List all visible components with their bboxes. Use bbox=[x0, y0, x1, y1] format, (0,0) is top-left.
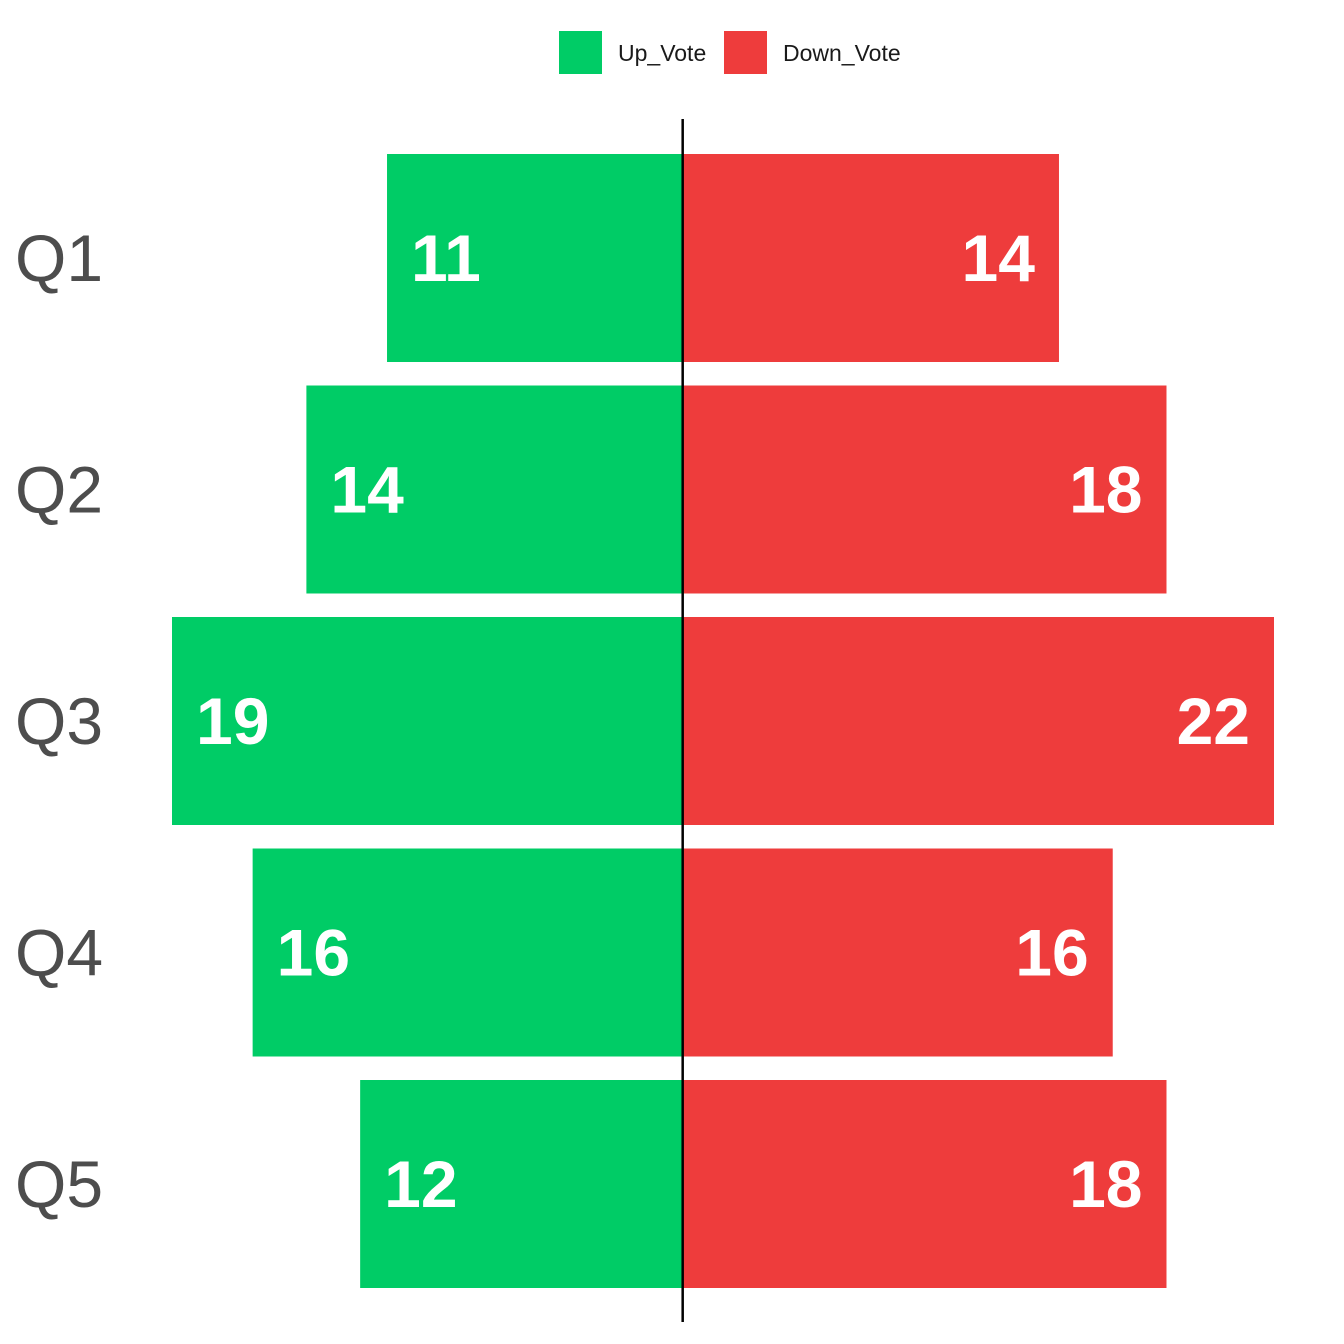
bar-up-vote-q4 bbox=[252, 848, 683, 1057]
value-label-up-vote-q1: 11 bbox=[411, 221, 481, 295]
category-label-q5: Q5 bbox=[15, 1147, 103, 1221]
legend-swatch-down-vote bbox=[724, 31, 767, 74]
value-label-down-vote-q3: 22 bbox=[1177, 684, 1250, 758]
value-label-down-vote-q4: 16 bbox=[1015, 916, 1088, 990]
value-label-down-vote-q2: 18 bbox=[1069, 453, 1142, 527]
bar-down-vote-q4 bbox=[682, 848, 1113, 1057]
category-label-q2: Q2 bbox=[15, 453, 103, 527]
bar-down-vote-q5 bbox=[682, 1080, 1167, 1288]
bars bbox=[172, 154, 1274, 1288]
legend-label-up-vote: Up_Vote bbox=[618, 40, 706, 66]
bar-down-vote-q3 bbox=[682, 617, 1274, 825]
value-label-up-vote-q2: 14 bbox=[330, 453, 404, 527]
bar-up-vote-q1 bbox=[387, 154, 683, 362]
bar-up-vote-q3 bbox=[172, 617, 683, 825]
category-label-q4: Q4 bbox=[15, 916, 103, 990]
bar-down-vote-q2 bbox=[682, 385, 1167, 594]
value-label-up-vote-q3: 19 bbox=[196, 684, 269, 758]
legend-swatch-up-vote bbox=[559, 31, 602, 74]
value-label-up-vote-q4: 16 bbox=[277, 916, 350, 990]
category-labels: Q1 Q2 Q3 Q4 Q5 bbox=[15, 221, 103, 1221]
bar-down-vote-q1 bbox=[682, 154, 1059, 362]
bar-up-vote-q5 bbox=[360, 1080, 683, 1288]
category-label-q1: Q1 bbox=[15, 221, 103, 295]
value-label-down-vote-q5: 18 bbox=[1069, 1147, 1142, 1221]
category-label-q3: Q3 bbox=[15, 684, 103, 758]
value-label-down-vote-q1: 14 bbox=[962, 221, 1036, 295]
legend: Up_Vote Down_Vote bbox=[559, 31, 901, 74]
legend-label-down-vote: Down_Vote bbox=[783, 40, 901, 66]
bar-up-vote-q2 bbox=[306, 385, 683, 594]
value-labels: 11 14 14 18 19 22 16 16 12 18 bbox=[196, 221, 1250, 1221]
value-label-up-vote-q5: 12 bbox=[384, 1147, 457, 1221]
